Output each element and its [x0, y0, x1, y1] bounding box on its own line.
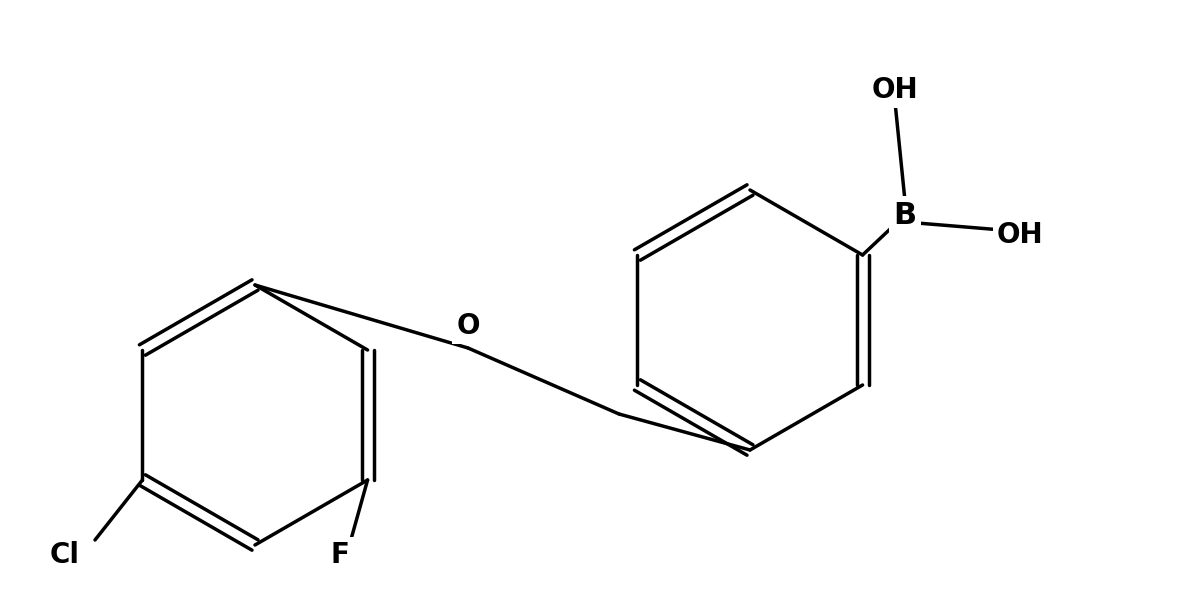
Text: OH: OH	[997, 221, 1043, 249]
Text: B: B	[893, 201, 917, 230]
Text: Cl: Cl	[50, 541, 80, 569]
Text: O: O	[457, 312, 480, 340]
Text: F: F	[330, 541, 349, 569]
Text: OH: OH	[872, 76, 918, 104]
